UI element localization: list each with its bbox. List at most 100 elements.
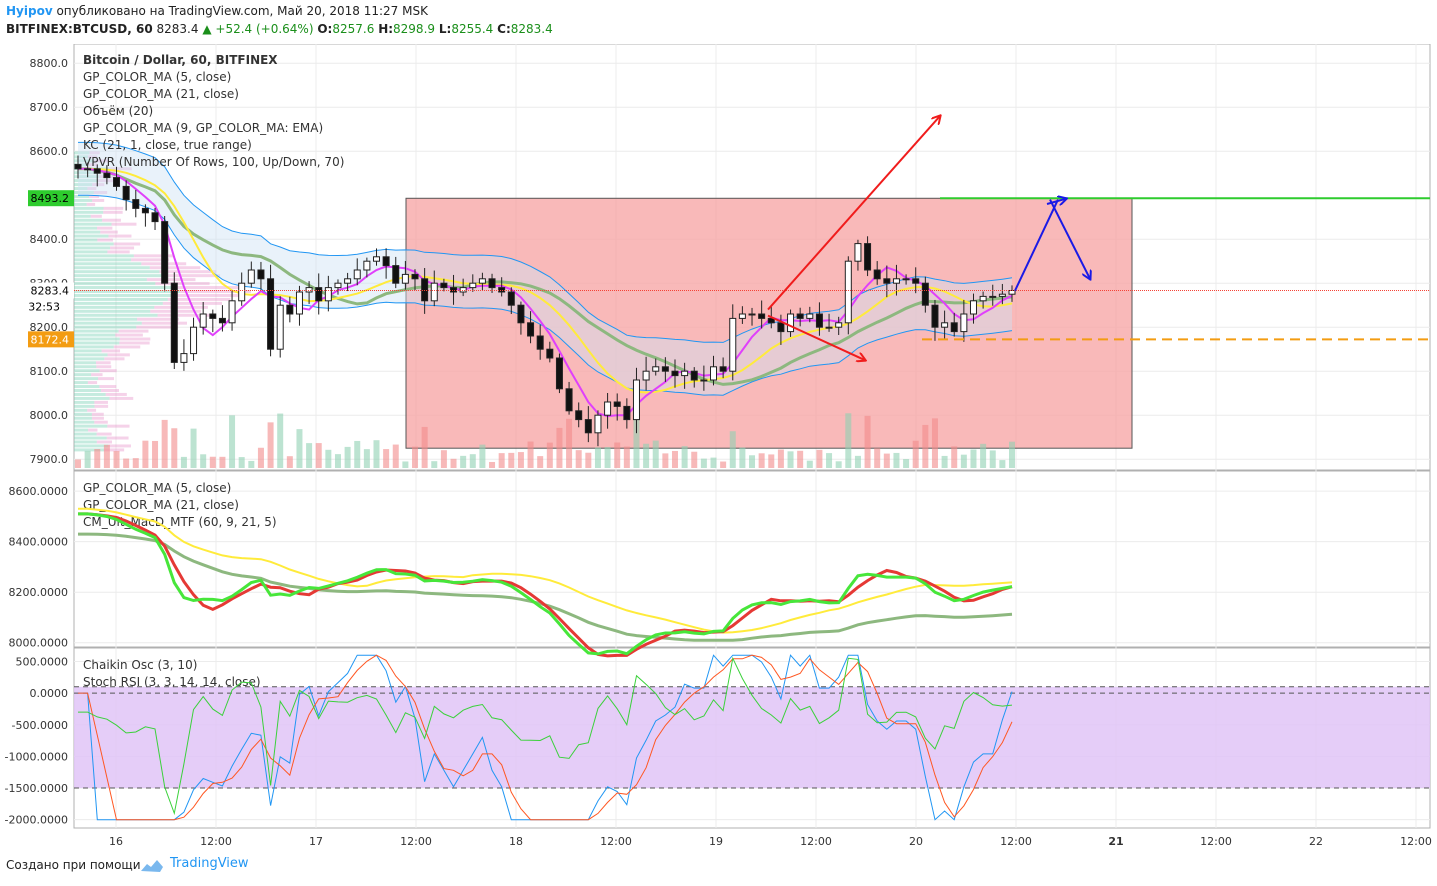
volume-bar bbox=[585, 452, 592, 468]
vpvr-up bbox=[74, 183, 93, 187]
ma-21-line bbox=[78, 167, 1013, 386]
candle-up bbox=[401, 273, 409, 284]
volume-bar bbox=[315, 443, 322, 468]
volume-bar bbox=[517, 452, 524, 468]
volume-bar bbox=[854, 455, 861, 468]
time-tick-label: 20 bbox=[909, 835, 923, 848]
volume-bar bbox=[874, 448, 881, 468]
volume-bar bbox=[508, 452, 515, 468]
vpvr-down bbox=[180, 290, 251, 293]
candle-up bbox=[700, 379, 708, 382]
volume-bar bbox=[691, 451, 698, 468]
candle-up bbox=[979, 295, 987, 302]
vpvr-down bbox=[103, 206, 124, 210]
legend-ema9[interactable]: GP_COLOR_MA (9, GP_COLOR_MA: EMA) bbox=[83, 121, 323, 135]
vpvr-down bbox=[88, 428, 98, 432]
candle-down bbox=[170, 282, 178, 363]
vpvr-down bbox=[87, 381, 98, 385]
vpvr-down bbox=[94, 400, 108, 404]
volume-bar bbox=[768, 454, 775, 468]
volume-bar bbox=[729, 431, 736, 468]
volume-bar bbox=[1009, 441, 1015, 468]
volume-bar bbox=[152, 440, 159, 468]
legend-kc[interactable]: KC (21, 1, close, true range) bbox=[83, 138, 252, 152]
vpvr-up bbox=[74, 194, 90, 198]
arrow-up-blue bbox=[1046, 199, 1066, 204]
drawings[interactable] bbox=[767, 116, 1090, 360]
volume-bar bbox=[344, 446, 351, 468]
volume-bar bbox=[248, 460, 255, 468]
vpvr-down bbox=[136, 317, 179, 321]
vpvr-up bbox=[74, 254, 134, 258]
vpvr-down bbox=[109, 396, 134, 400]
created-with-text: Создано при помощи bbox=[6, 858, 141, 872]
candle-down bbox=[575, 410, 583, 421]
candle-up bbox=[681, 370, 689, 377]
candle-up bbox=[334, 282, 342, 289]
volume-bars bbox=[75, 413, 1015, 468]
legend-vpvr[interactable]: VPVR (Number Of Rows, 100, Up/Down, 70) bbox=[83, 155, 344, 169]
macd-pane[interactable] bbox=[73, 470, 1431, 648]
candle-down bbox=[584, 419, 592, 434]
candle-down bbox=[517, 304, 525, 324]
macd-tick-label: 8600.0000 bbox=[9, 485, 69, 498]
macd-up-line bbox=[78, 512, 1013, 656]
candle-down bbox=[161, 221, 169, 284]
candle-up bbox=[642, 370, 650, 381]
last-price-tag: 8283.4 bbox=[31, 285, 70, 298]
legend-ma5[interactable]: GP_COLOR_MA (5, close) bbox=[83, 70, 231, 84]
macd-lines bbox=[78, 507, 1013, 658]
vpvr-up bbox=[74, 238, 98, 242]
candle-up bbox=[738, 313, 746, 319]
chart-area[interactable]: 8800.08700.08600.08400.08300.08200.08100… bbox=[0, 44, 1437, 852]
vpvr-down bbox=[104, 357, 125, 361]
candle-down bbox=[74, 163, 82, 170]
volume-bar bbox=[960, 454, 967, 468]
vpvr-up bbox=[74, 234, 109, 238]
tradingview-link[interactable]: TradingView bbox=[170, 856, 249, 871]
candle-up bbox=[835, 322, 843, 328]
vpvr-down bbox=[161, 274, 221, 278]
price-tick-label: 8200.0 bbox=[30, 321, 69, 334]
low-line-tag-bg bbox=[28, 331, 74, 348]
vpvr-down bbox=[91, 373, 103, 377]
ema-9-line bbox=[78, 167, 1013, 394]
candle-up bbox=[305, 287, 313, 293]
candle-down bbox=[883, 278, 891, 284]
legend-ma21[interactable]: GP_COLOR_MA (21, close) bbox=[83, 87, 239, 101]
vpvr-up bbox=[74, 258, 132, 262]
volume-bar bbox=[566, 418, 573, 468]
legend-macd-ma5[interactable]: GP_COLOR_MA (5, close) bbox=[83, 481, 231, 495]
legend-chaikin[interactable]: Chaikin Osc (3, 10) bbox=[83, 658, 197, 672]
volume-bar bbox=[864, 415, 871, 468]
vpvr-down bbox=[157, 313, 214, 317]
legend-macd-ma21[interactable]: GP_COLOR_MA (21, close) bbox=[83, 498, 239, 512]
vpvr-up bbox=[74, 179, 98, 183]
candle-down bbox=[864, 243, 872, 271]
vpvr-down bbox=[91, 412, 104, 416]
tradingview-logo-icon bbox=[141, 860, 163, 872]
candle-down bbox=[93, 168, 101, 174]
legend-stochrsi[interactable]: Stoch RSI (3, 3, 14, 14, close) bbox=[83, 675, 261, 689]
candle-up bbox=[344, 278, 352, 284]
candle-up bbox=[748, 313, 756, 316]
volume-bar bbox=[113, 451, 120, 468]
vpvr-up bbox=[74, 297, 168, 301]
candle-up bbox=[238, 282, 246, 302]
vpvr-down bbox=[104, 448, 125, 452]
legend-volume[interactable]: Объём (20) bbox=[83, 104, 153, 118]
volume-bar bbox=[412, 446, 419, 468]
author-name[interactable]: Hyipov bbox=[6, 4, 53, 18]
volume-bar bbox=[489, 461, 496, 468]
vpvr-up bbox=[74, 329, 119, 333]
legend-main-title: Bitcoin / Dollar, 60, BITFINEX bbox=[83, 53, 278, 67]
volume-bar bbox=[171, 428, 178, 468]
vpvr-down bbox=[106, 436, 129, 440]
volume-bar bbox=[286, 456, 293, 468]
vpvr-up bbox=[74, 377, 99, 381]
vpvr-down bbox=[105, 392, 127, 396]
volume-bar bbox=[787, 451, 794, 468]
time-tick-label: 17 bbox=[309, 835, 323, 848]
volume-bar bbox=[951, 446, 958, 468]
volume-bar bbox=[373, 440, 380, 468]
